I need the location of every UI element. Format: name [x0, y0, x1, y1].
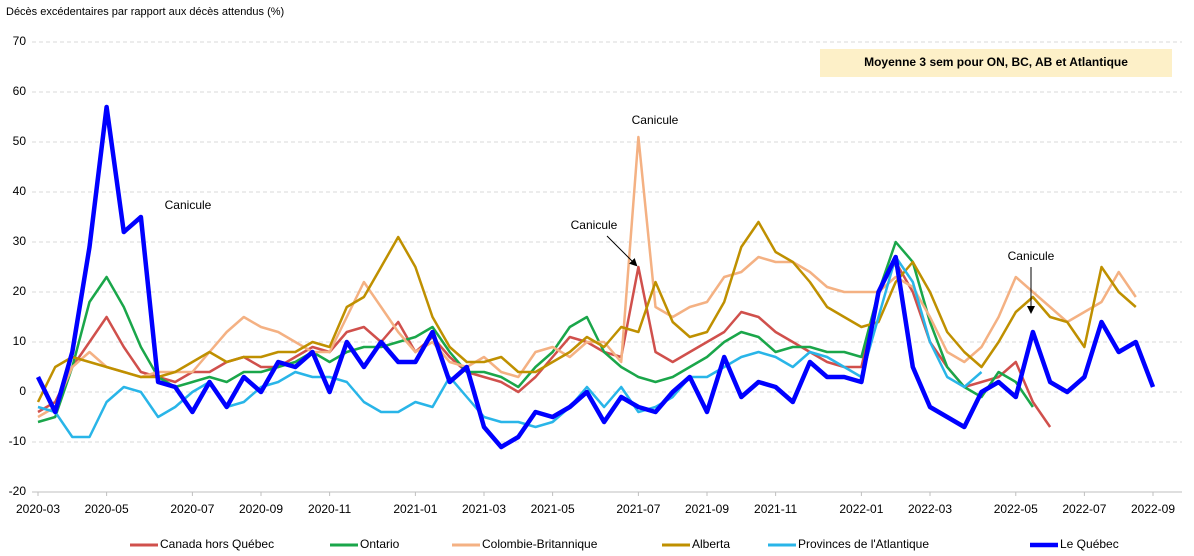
annotation: Canicule [571, 218, 618, 232]
x-tick-label: 2020-05 [85, 502, 129, 516]
legend-label: Colombie-Britannique [482, 537, 598, 551]
annotation: Canicule [165, 198, 212, 212]
series-line [37, 255, 983, 439]
legend-label: Canada hors Québec [160, 537, 274, 551]
y-tick-label: 0 [19, 384, 26, 398]
note-text: Moyenne 3 sem pour ON, BC, AB et Atlanti… [864, 55, 1128, 69]
x-tick-label: 2021-01 [393, 502, 437, 516]
x-tick-label: 2021-03 [462, 502, 506, 516]
x-tick-label: 2020-09 [239, 502, 283, 516]
y-tick-label: -20 [9, 484, 27, 498]
annotation: Canicule [1008, 249, 1055, 263]
x-tick-label: 2022-03 [908, 502, 952, 516]
note-box [820, 49, 1172, 77]
x-tick-label: 2021-11 [754, 502, 797, 516]
x-tick-label: 2022-09 [1131, 502, 1175, 516]
y-tick-label: -10 [9, 434, 27, 448]
series-line [35, 104, 1156, 450]
legend-label: Alberta [692, 537, 730, 551]
x-tick-label: 2020-07 [170, 502, 214, 516]
legend-label: Ontario [360, 537, 400, 551]
legend-label: Le Québec [1060, 537, 1119, 551]
y-tick-label: 70 [13, 34, 27, 48]
y-tick-label: 20 [13, 284, 27, 298]
chart-title: Décès excédentaires par rapport aux décè… [6, 6, 284, 18]
y-tick-label: 60 [13, 84, 27, 98]
x-tick-label: 2022-01 [839, 502, 883, 516]
series-line [37, 135, 1137, 419]
legend-label: Provinces de l'Atlantique [798, 537, 929, 551]
annotation-arrow [606, 235, 638, 267]
x-tick-label: 2021-09 [685, 502, 729, 516]
x-tick-label: 2020-03 [16, 502, 60, 516]
x-tick-label: 2021-05 [531, 502, 575, 516]
y-tick-label: 50 [13, 134, 27, 148]
y-tick-label: 10 [13, 334, 27, 348]
series-line [37, 240, 1034, 424]
x-tick-label: 2022-07 [1062, 502, 1106, 516]
x-tick-label: 2021-07 [616, 502, 660, 516]
x-tick-label: 2020-11 [308, 502, 351, 516]
y-tick-label: 40 [13, 184, 27, 198]
series-line [36, 220, 1137, 403]
x-tick-label: 2022-05 [994, 502, 1038, 516]
annotation: Canicule [632, 113, 679, 127]
y-tick-label: 30 [13, 234, 27, 248]
